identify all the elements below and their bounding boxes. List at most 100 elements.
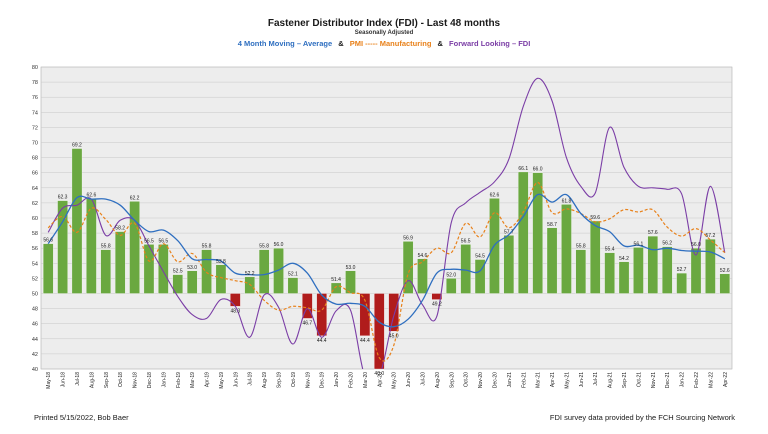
x-tick-label: Sep-21 [622,372,628,388]
fdi-data-label: 44.4 [317,338,327,344]
fdi-bar [705,238,716,294]
y-tick-label: 60 [32,216,38,222]
x-tick-label: Oct-19 [291,372,297,387]
y-tick-label: 76 [32,95,38,101]
fdi-bar [417,258,428,294]
fdi-data-label: 55.8 [101,244,111,250]
y-tick-label: 62 [32,201,38,207]
fdi-bar [503,235,515,294]
x-tick-label: Mar-20 [363,372,369,388]
fdi-data-label: 57.2 [706,233,716,239]
fdi-bar [518,171,529,294]
fdi-data-label: 66.1 [518,166,528,172]
fdi-bar [532,172,543,294]
x-tick-label: Sep-20 [449,372,455,388]
x-tick-label: Jan-21 [507,372,513,388]
fdi-bar [474,259,486,294]
fdi-bar [230,293,241,307]
fdi-bar [57,200,68,294]
fdi-data-label: 52.2 [245,271,255,277]
x-tick-label: Aug-20 [435,372,441,388]
y-tick-label: 64 [32,186,38,192]
x-tick-label: Sep-19 [277,372,283,388]
x-tick-label: Oct-21 [636,372,642,387]
x-tick-label: Jul-20 [421,372,427,386]
legend-pmi: PMI ----- Manufacturing [349,39,432,48]
x-tick-label: Apr-22 [723,372,729,387]
legend-moving-average: 4 Month Moving – Average [237,39,333,48]
fdi-bar [561,204,572,294]
fdi-data-label: 57.6 [648,230,658,236]
fdi-bar [114,231,126,294]
y-tick-label: 80 [32,65,38,71]
x-tick-label: Oct-18 [118,372,124,387]
fdi-bar [258,249,270,294]
fdi-bar [215,264,227,294]
x-tick-label: May-18 [46,372,52,389]
fdi-data-label: 48.3 [230,308,240,314]
fdi-data-label: 40.0 [374,371,384,377]
fdi-bar [359,293,371,336]
fdi-data-label: 53.0 [187,265,197,271]
x-tick-label: Dec-20 [493,372,499,388]
y-tick-label: 66 [32,171,38,177]
x-tick-label: Feb-22 [694,372,700,388]
x-tick-label: May-21 [564,372,570,389]
fdi-data-label: 45.0 [389,333,399,339]
x-tick-label: Sep-18 [104,372,110,388]
fdi-data-label: 69.2 [72,143,82,149]
fdi-bar [575,249,587,294]
fdi-bar [71,148,83,294]
fdi-bar [604,252,615,294]
y-tick-label: 78 [32,80,38,86]
x-tick-label: Jan-22 [680,372,686,388]
x-tick-label: Feb-21 [521,372,527,388]
fdi-data-label: 53.0 [346,265,356,271]
chart-title: Fastener Distributor Index (FDI) - Last … [267,18,501,29]
fdi-bar [201,249,212,294]
y-tick-label: 46 [32,322,38,328]
x-tick-label: Dec-19 [320,372,326,388]
x-tick-label: May-19 [219,372,225,389]
x-tick-label: Jul-18 [75,372,81,386]
x-tick-label: Aug-21 [608,372,614,388]
fdi-data-label: 55.8 [576,244,586,250]
fdi-data-label: 58.2 [115,226,125,232]
fdi-data-label: 55.8 [259,244,269,250]
fdi-bar [100,249,111,294]
fdi-data-label: 56.2 [662,241,672,247]
fdi-bar [633,247,644,294]
x-tick-label: Nov-18 [133,372,139,388]
moving-average-line [47,193,726,328]
fdi-bar [316,293,327,336]
fdi-bar [546,227,558,294]
fdi-data-label: 52.6 [720,268,730,274]
fdi-bar [460,244,471,294]
fdi-bar [273,248,284,294]
x-tick-label: Nov-20 [478,372,484,388]
fdi-bar [690,248,702,294]
x-tick-label: Jan-19 [161,372,167,388]
fdi-data-label: 56.6 [43,238,53,244]
fdi-data-label: 62.2 [130,195,140,201]
y-tick-label: 56 [32,246,38,252]
fdi-bar [129,201,140,294]
y-tick-label: 40 [32,367,38,373]
x-tick-label: Jul-21 [593,372,599,386]
fdi-data-label: 62.3 [58,195,68,201]
fdi-data-label: 49.2 [432,302,442,308]
fdi-data-label: 66.0 [533,167,543,173]
fdi-data-label: 56.0 [691,242,701,248]
fdi-data-label: 57.7 [504,229,514,235]
x-tick-label: Mar-19 [190,372,196,388]
chart-legend: 4 Month Moving – Average & PMI ----- Man… [0,39,768,48]
fdi-bar [662,246,673,294]
fdi-data-label: 59.6 [590,215,600,221]
fdi-data-label: 52.1 [288,272,298,278]
footer-printed: Printed 5/15/2022, Bob Baer [34,413,129,422]
legend-separator: & [437,39,443,48]
x-tick-label: Apr-19 [205,372,211,387]
fdi-data-label: 44.4 [360,338,370,344]
fdi-data-label: 55.4 [605,247,615,253]
y-tick-label: 42 [32,352,38,358]
